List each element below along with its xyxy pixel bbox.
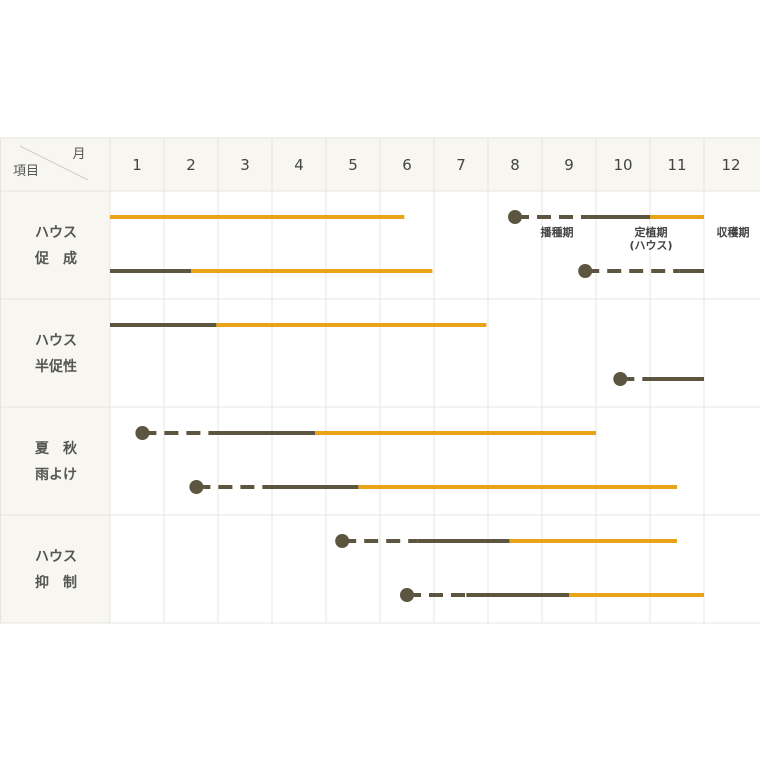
row-label-line2: 抑 制 [35, 574, 77, 591]
month-label: 7 [456, 156, 466, 174]
month-labels: 1 2 3 4 5 6 7 8 9 10 11 12 [132, 156, 740, 174]
month-label: 6 [402, 156, 412, 174]
month-label: 9 [564, 156, 574, 174]
label-sowing: 播種期 [541, 225, 574, 239]
sowing-marker [135, 426, 150, 440]
month-label: 4 [294, 156, 304, 174]
month-label: 1 [132, 156, 142, 174]
sowing-marker [578, 264, 593, 278]
month-label: 3 [240, 156, 250, 174]
row-label-line1: ハウス [35, 225, 77, 241]
month-label: 11 [667, 156, 686, 174]
header-diagonal [19, 145, 89, 181]
label-planting-line2: (ハウス) [629, 239, 672, 252]
month-label: 5 [348, 156, 358, 174]
sowing-marker [400, 588, 414, 602]
row-label-line1: 夏 秋 [35, 440, 78, 457]
sowing-marker [508, 210, 522, 224]
month-label: 8 [510, 156, 520, 174]
row-label-line1: ハウス [35, 549, 77, 565]
month-label: 2 [186, 156, 196, 174]
month-label: 12 [721, 156, 740, 174]
item-header-label: 項目 [13, 164, 39, 179]
schedule-bars [110, 210, 704, 602]
month-header-label: 月 [72, 147, 85, 162]
row-label-line2: 雨よけ [35, 467, 77, 483]
row-label-line2: 促 成 [34, 250, 77, 267]
label-planting-line1: 定植期 [635, 225, 668, 239]
month-label: 10 [613, 156, 632, 174]
sowing-marker [335, 534, 350, 548]
sowing-marker [613, 372, 628, 386]
label-harvest: 収穫期 [717, 225, 750, 239]
row-label-line2: 半促性 [35, 358, 77, 375]
sowing-marker [189, 480, 204, 494]
row-label-line1: ハウス [35, 333, 77, 349]
